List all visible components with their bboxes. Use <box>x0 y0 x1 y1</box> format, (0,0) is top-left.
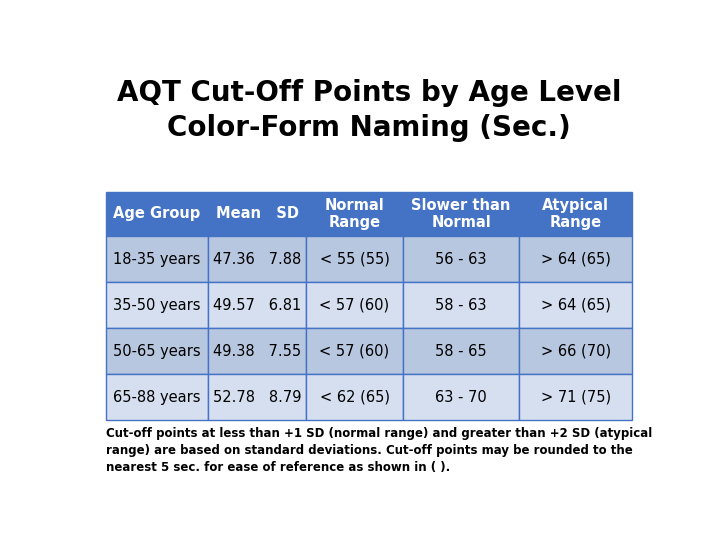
FancyBboxPatch shape <box>519 236 632 282</box>
Text: < 57 (60): < 57 (60) <box>320 298 390 313</box>
FancyBboxPatch shape <box>519 282 632 328</box>
FancyBboxPatch shape <box>519 328 632 374</box>
Text: Atypical
Range: Atypical Range <box>542 198 609 230</box>
Text: 56 - 63: 56 - 63 <box>436 252 487 267</box>
FancyBboxPatch shape <box>403 282 519 328</box>
Text: Normal
Range: Normal Range <box>325 198 384 230</box>
Text: Slower than
Normal: Slower than Normal <box>412 198 511 230</box>
FancyBboxPatch shape <box>403 328 519 374</box>
Text: 63 - 70: 63 - 70 <box>436 390 487 405</box>
FancyBboxPatch shape <box>208 192 306 236</box>
FancyBboxPatch shape <box>403 374 519 420</box>
FancyBboxPatch shape <box>208 374 306 420</box>
FancyBboxPatch shape <box>306 328 403 374</box>
Text: Mean   SD: Mean SD <box>215 206 299 221</box>
FancyBboxPatch shape <box>106 374 208 420</box>
FancyBboxPatch shape <box>106 236 208 282</box>
Text: 49.57   6.81: 49.57 6.81 <box>213 298 301 313</box>
FancyBboxPatch shape <box>403 236 519 282</box>
Text: Age Group: Age Group <box>113 206 201 221</box>
FancyBboxPatch shape <box>306 236 403 282</box>
Text: 52.78   8.79: 52.78 8.79 <box>213 390 301 405</box>
FancyBboxPatch shape <box>306 192 403 236</box>
Text: < 57 (60): < 57 (60) <box>320 344 390 359</box>
FancyBboxPatch shape <box>106 282 208 328</box>
Text: Cut-off points at less than +1 SD (normal range) and greater than +2 SD (atypica: Cut-off points at less than +1 SD (norma… <box>106 427 652 474</box>
Text: 18-35 years: 18-35 years <box>113 252 201 267</box>
FancyBboxPatch shape <box>106 328 208 374</box>
Text: 47.36   7.88: 47.36 7.88 <box>213 252 301 267</box>
Text: > 64 (65): > 64 (65) <box>541 252 611 267</box>
Text: < 55 (55): < 55 (55) <box>320 252 390 267</box>
Text: < 62 (65): < 62 (65) <box>320 390 390 405</box>
Text: 49.38   7.55: 49.38 7.55 <box>213 344 301 359</box>
Text: > 64 (65): > 64 (65) <box>541 298 611 313</box>
Text: > 71 (75): > 71 (75) <box>541 390 611 405</box>
FancyBboxPatch shape <box>403 192 519 236</box>
FancyBboxPatch shape <box>306 374 403 420</box>
Text: 58 - 65: 58 - 65 <box>436 344 487 359</box>
FancyBboxPatch shape <box>208 282 306 328</box>
FancyBboxPatch shape <box>519 192 632 236</box>
FancyBboxPatch shape <box>519 374 632 420</box>
Text: 65-88 years: 65-88 years <box>113 390 201 405</box>
Text: 58 - 63: 58 - 63 <box>436 298 487 313</box>
FancyBboxPatch shape <box>208 328 306 374</box>
Text: > 66 (70): > 66 (70) <box>541 344 611 359</box>
FancyBboxPatch shape <box>106 192 208 236</box>
FancyBboxPatch shape <box>208 236 306 282</box>
FancyBboxPatch shape <box>306 282 403 328</box>
Text: AQT Cut-Off Points by Age Level
Color-Form Naming (Sec.): AQT Cut-Off Points by Age Level Color-Fo… <box>117 79 621 142</box>
Text: 35-50 years: 35-50 years <box>113 298 201 313</box>
Text: 50-65 years: 50-65 years <box>113 344 201 359</box>
